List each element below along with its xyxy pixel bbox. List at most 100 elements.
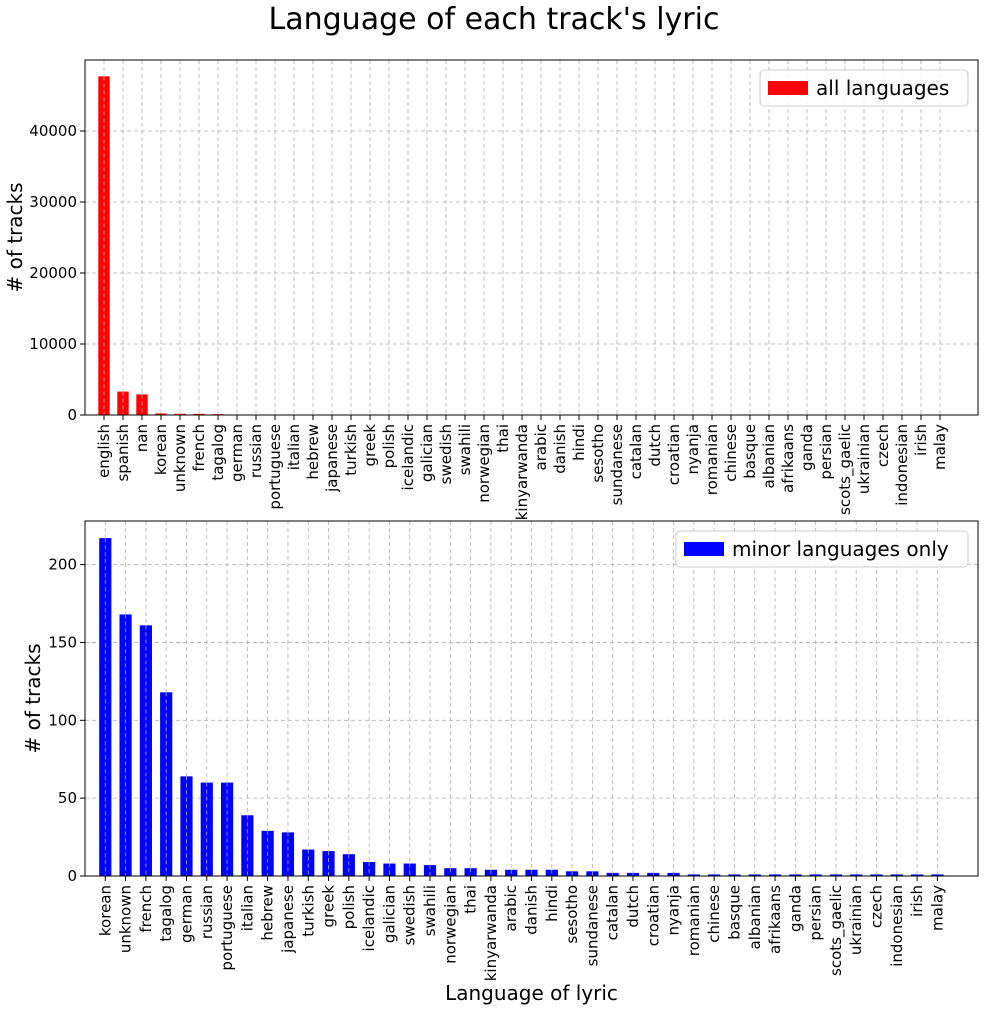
y-tick-label: 30000	[29, 193, 77, 211]
x-tick-label: unknown	[117, 885, 135, 953]
x-axis-title: Language of lyric	[445, 981, 618, 1005]
x-tick-label: czech	[874, 424, 892, 467]
x-tick-label: arabic	[532, 424, 550, 471]
x-tick-label: swahili	[421, 885, 439, 936]
bar-unknown	[174, 413, 186, 415]
y-tick-label: 20000	[29, 264, 77, 282]
x-tick-label: italian	[238, 885, 256, 931]
x-tick-label: german	[177, 885, 195, 943]
bar-greek	[322, 851, 335, 876]
x-tick-label: japanese	[323, 424, 341, 493]
bar-unknown	[119, 614, 132, 876]
x-tick-label: german	[228, 424, 246, 482]
x-tick-label: portuguese	[266, 424, 284, 510]
x-tick-label: italian	[285, 424, 303, 470]
bar-irish	[911, 874, 924, 876]
x-tick-label: tagalog	[209, 424, 227, 481]
y-axis-title: # of tracks	[21, 643, 45, 753]
x-tick-label: greek	[320, 885, 338, 928]
x-tick-label: albanian	[746, 885, 764, 949]
y-tick-label: 0	[67, 406, 77, 424]
x-tick-label: swedish	[437, 424, 455, 484]
x-tick-label: portuguese	[218, 885, 236, 971]
x-tick-label: scots_gaelic	[827, 885, 846, 976]
figure-title: Language of each track's lyric	[268, 2, 720, 37]
x-tick-label: catalan	[627, 424, 645, 479]
x-tick-label: basque	[725, 885, 743, 940]
bar-swahili	[423, 865, 437, 876]
legend-box	[759, 69, 969, 107]
x-tick-label: spanish	[114, 424, 132, 482]
x-tick-label: sundanese	[583, 885, 601, 966]
y-axis-title: # of tracks	[3, 182, 27, 292]
bar-basque	[728, 874, 741, 876]
x-tick-label: polish	[340, 885, 358, 929]
x-tick-label: sesotho	[563, 885, 581, 944]
x-tick-label: nan	[133, 424, 151, 452]
x-tick-label: nyanja	[684, 424, 702, 474]
bar-czech	[870, 874, 883, 876]
x-tick-label: dutch	[646, 424, 664, 467]
x-tick-label: afrikaans	[766, 885, 784, 954]
bar-turkish	[302, 849, 315, 876]
x-tick-label: ukrainian	[855, 424, 873, 494]
bar-persian	[809, 874, 822, 876]
x-tick-label: unknown	[171, 424, 189, 492]
plot-frame	[84, 59, 979, 416]
x-tick-label: english	[95, 424, 113, 478]
x-tick-label: croatian	[644, 885, 662, 946]
bar-swedish	[403, 863, 416, 876]
y-tick-label: 0	[67, 867, 77, 885]
chart-panel-minor-languages: 0 50 100 150 200 korean unknown french tagalog ge…	[21, 520, 979, 1005]
plot-frame	[84, 520, 979, 877]
x-tick-label: korean	[152, 424, 170, 475]
x-tick-label: hebrew	[259, 885, 277, 941]
x-tick-label: russian	[247, 424, 265, 478]
x-tick-label: turkish	[342, 424, 360, 476]
bar-galician	[383, 863, 396, 876]
bar-russian	[200, 782, 213, 876]
bar-korean	[155, 413, 167, 415]
x-tick-label: icelandic	[360, 885, 378, 951]
bar-french	[193, 413, 205, 415]
legend-label: all languages	[816, 76, 949, 100]
x-tick-label: turkish	[299, 885, 317, 937]
bar-chinese	[708, 874, 721, 876]
x-tick-label: persian	[807, 885, 825, 941]
x-tick-label: indonesian	[888, 885, 906, 967]
x-tick-label: ganda	[798, 424, 816, 471]
x-tick-label: persian	[817, 424, 835, 480]
x-tick-label: korean	[96, 885, 114, 936]
x-tick-label: icelandic	[399, 424, 417, 490]
x-tick-label: indonesian	[893, 424, 911, 506]
x-tick-label: dutch	[624, 885, 642, 928]
x-tick-label: danish	[523, 885, 541, 935]
x-tick-label: swahili	[456, 424, 474, 475]
bar-portuguese	[220, 782, 234, 876]
x-tick-label: french	[190, 424, 208, 472]
legend-label: minor languages only	[732, 537, 949, 561]
x-tick-label: irish	[912, 424, 930, 456]
x-tick-label: albanian	[760, 424, 778, 488]
x-tick-label: romanian	[685, 885, 703, 956]
y-tick-label: 40000	[29, 122, 77, 140]
x-tick-label: basque	[741, 424, 759, 479]
x-tick-label: tagalog	[157, 885, 175, 942]
chart-panel-all-languages: 0 10000 20000 30000 40000 english spanish nan ko…	[3, 59, 979, 520]
x-tick-label: kinyarwanda	[482, 885, 500, 981]
y-tick-label: 10000	[29, 335, 77, 353]
y-tick-label: 150	[48, 633, 77, 651]
bar-romanian	[687, 874, 700, 876]
x-tick-label: kinyarwanda	[513, 424, 531, 520]
x-tick-label: nyanja	[665, 885, 683, 935]
x-tick-label: afrikaans	[779, 424, 797, 493]
legend-swatch	[684, 542, 724, 556]
bar-spanish	[117, 391, 129, 415]
x-tick-label: irish	[908, 885, 926, 917]
x-tick-label: malay	[928, 885, 946, 931]
bar-albanian	[748, 874, 761, 876]
x-tick-label: czech	[868, 885, 886, 928]
bar-ukrainian	[850, 874, 863, 876]
x-tick-label: ukrainian	[847, 885, 865, 955]
